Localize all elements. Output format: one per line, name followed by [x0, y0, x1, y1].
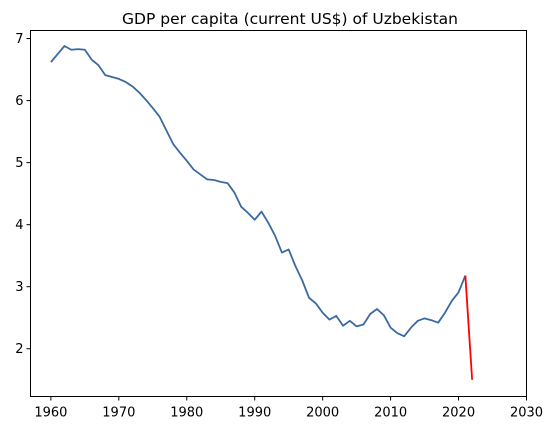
x-tick-label: 2010 — [374, 406, 407, 421]
chart-title: GDP per capita (current US$) of Uzbekist… — [122, 10, 458, 28]
y-tick-label: 2 — [15, 342, 23, 357]
x-axis: 1960 1970 1980 1990 2000 2010 2020 2030 — [34, 396, 543, 421]
x-tick-label: 2030 — [510, 406, 543, 421]
y-axis: 2 3 4 5 6 7 — [15, 32, 31, 357]
y-tick-label: 7 — [15, 32, 23, 47]
series-line-2 — [464, 275, 474, 380]
x-tick-label: 1980 — [170, 406, 203, 421]
series-line-1 — [50, 45, 467, 338]
y-tick-label: 4 — [15, 218, 23, 233]
axes-frame — [30, 30, 527, 397]
plot-area — [50, 45, 474, 380]
x-tick-label: 1990 — [238, 406, 271, 421]
x-tick-label: 1960 — [34, 406, 67, 421]
x-tick-label: 2020 — [442, 406, 475, 421]
y-tick-label: 3 — [15, 280, 23, 295]
y-tick-label: 6 — [15, 94, 23, 109]
x-tick-label: 2000 — [306, 406, 339, 421]
x-tick-label: 1970 — [102, 406, 135, 421]
y-tick-label: 5 — [15, 156, 23, 171]
